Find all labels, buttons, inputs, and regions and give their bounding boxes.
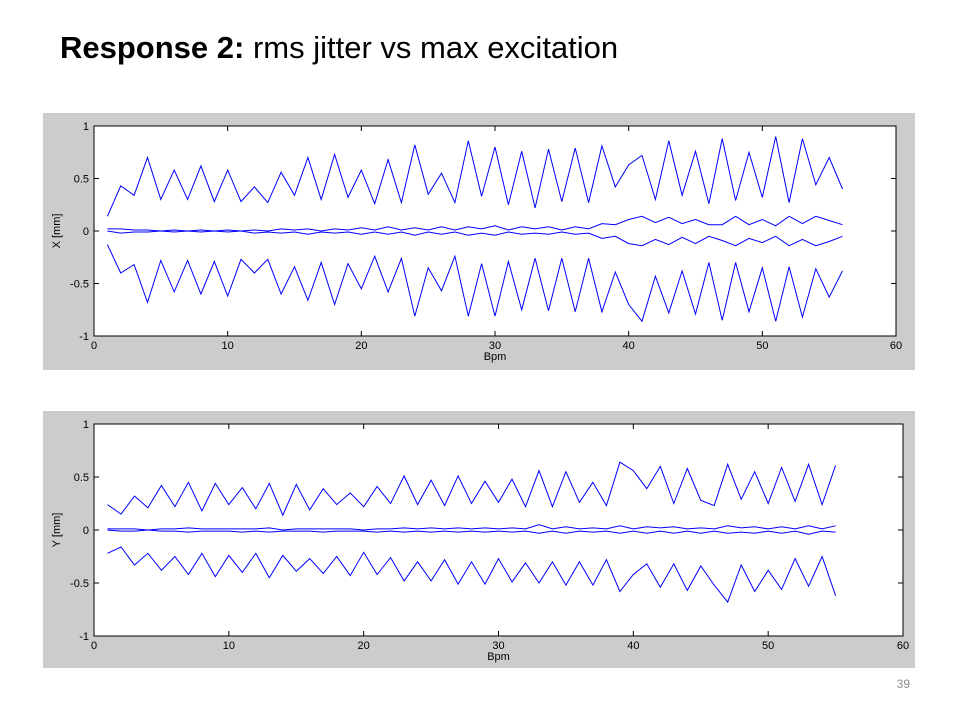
y-tick-label: -1 <box>79 331 89 343</box>
y-tick-label: 0.5 <box>74 472 89 484</box>
x-tick-label: 60 <box>890 340 902 352</box>
series-line-4 <box>107 546 837 604</box>
y-tick-label: 1 <box>83 121 89 133</box>
x-axis-label: Bpm <box>487 651 510 663</box>
plot-area <box>93 125 897 337</box>
series-line-3 <box>107 529 836 535</box>
y-tick-label: -0.5 <box>70 279 89 291</box>
plot-area <box>93 423 904 637</box>
y-tick-label: 0 <box>83 226 89 238</box>
y-tick-label: 0.5 <box>74 174 89 186</box>
x-tick-label: 30 <box>489 340 501 352</box>
x-jitter-chart-panel: 0 10 20 30 40 50 60 1 0.5 0 -0.5 -1 Bpm X [mm] <box>43 113 915 370</box>
slide-title-rest: rms jitter vs max excitation <box>252 30 619 65</box>
x-tick-label: 10 <box>223 640 235 652</box>
x-tick-label: 30 <box>492 640 504 652</box>
x-tick-label: 20 <box>355 340 367 352</box>
series-line-4 <box>106 244 843 323</box>
series-line-2 <box>107 524 836 531</box>
x-tick-label: 40 <box>627 640 639 652</box>
x-tick-label: 50 <box>756 340 768 352</box>
x-tick-label: 0 <box>91 640 97 652</box>
y-axis-label: Y [mm] <box>51 513 63 548</box>
x-tick-label: 10 <box>222 340 234 352</box>
slide-number: 39 <box>896 677 910 691</box>
y-tick-label: -1 <box>79 631 89 643</box>
series-line-1 <box>106 136 843 217</box>
y-tick-label: -0.5 <box>70 578 89 590</box>
x-jitter-chart: 0 10 20 30 40 50 60 1 0.5 0 -0.5 -1 Bpm X [mm] <box>51 121 902 363</box>
x-tick-label: 0 <box>91 340 97 352</box>
slide-title-bold: Response 2: <box>60 30 245 65</box>
x-tick-label: 50 <box>762 640 774 652</box>
y-tick-label: 0 <box>83 525 89 537</box>
x-axis-label: Bpm <box>484 351 507 363</box>
series-line-3 <box>107 230 843 247</box>
x-tick-label: 20 <box>358 640 370 652</box>
series-line-1 <box>107 461 837 517</box>
y-tick-label: 1 <box>83 419 89 431</box>
slide-title: Response 2: rms jitter vs max excitation <box>60 30 618 66</box>
y-axis-label: X [mm] <box>51 214 63 249</box>
y-jitter-chart-panel: 0 10 20 30 40 50 60 1 0.5 0 -0.5 -1 Bpm Y [mm] <box>43 411 915 668</box>
x-tick-label: 40 <box>623 340 635 352</box>
y-jitter-chart: 0 10 20 30 40 50 60 1 0.5 0 -0.5 -1 Bpm Y [mm] <box>51 419 909 663</box>
series-line-2 <box>107 215 843 232</box>
x-tick-label: 60 <box>897 640 909 652</box>
